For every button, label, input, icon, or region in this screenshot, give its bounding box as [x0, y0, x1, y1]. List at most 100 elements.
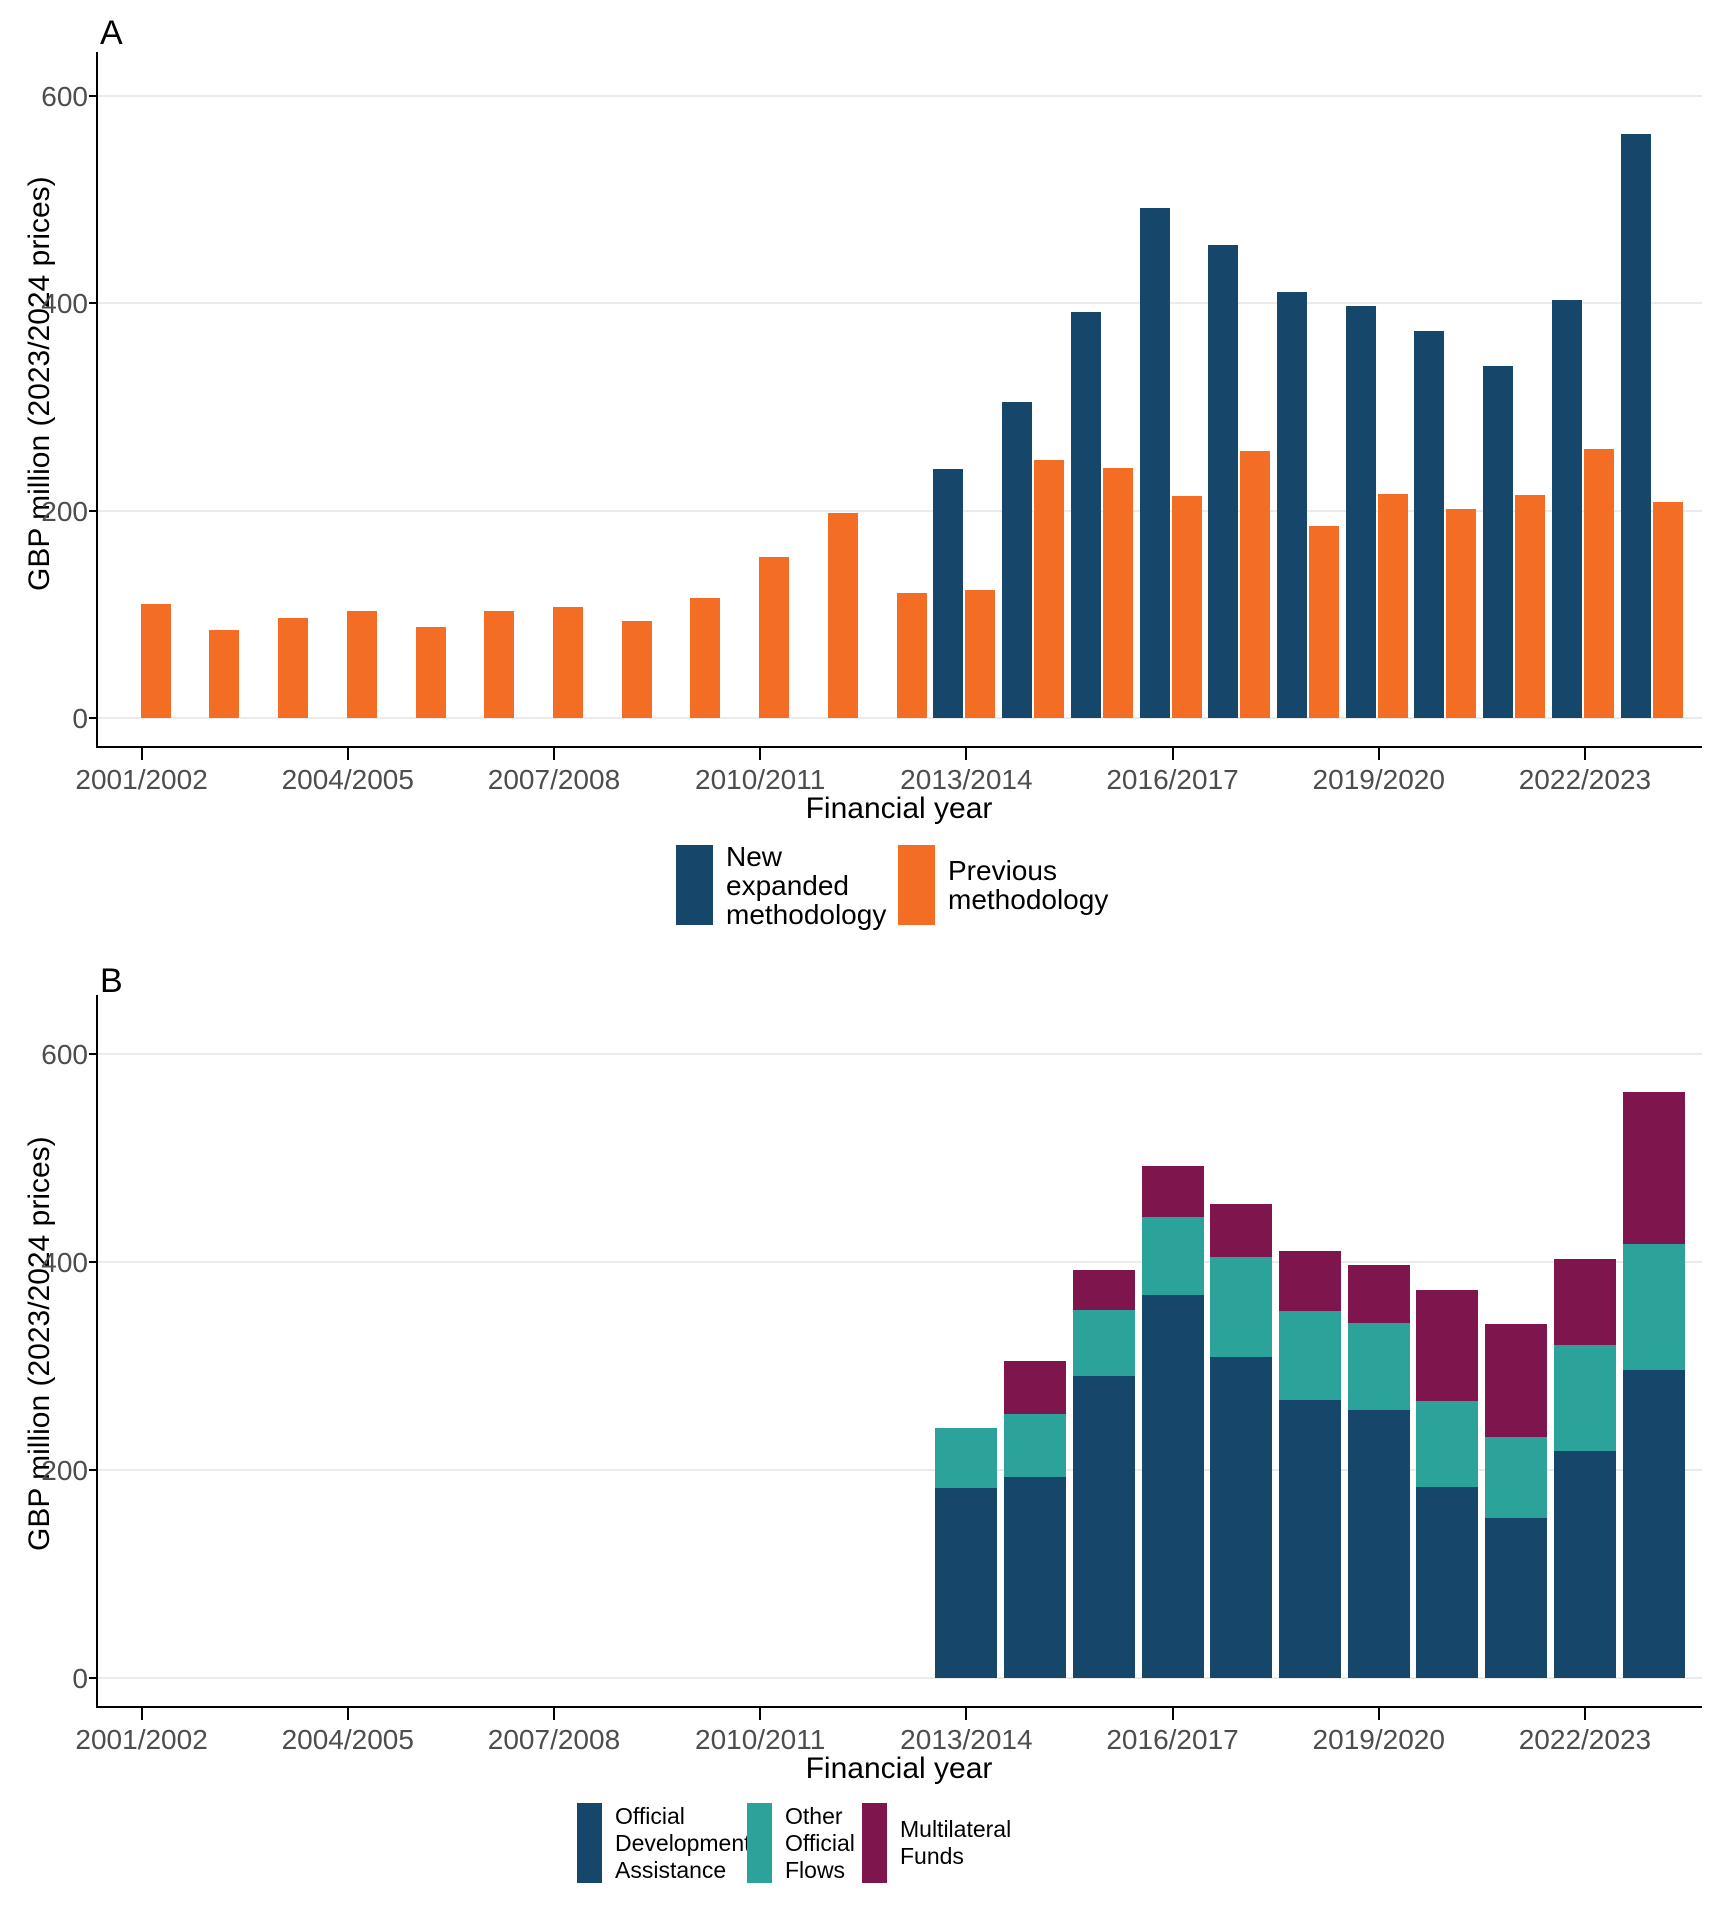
bar-segment-multilateral-funds-2021/2022: [1485, 1324, 1548, 1437]
bar-segment-official-development-assistance-2013/2014: [935, 1487, 998, 1678]
bar-new-methodology-2022/2023: [1551, 300, 1582, 718]
bar-previous-methodology-2005/2006: [415, 626, 446, 718]
legend-label-previous-methodology: Previous methodology: [948, 855, 1109, 915]
x-tick-mark-2016/2017: [1171, 748, 1174, 760]
gridline-y0: [97, 717, 1702, 719]
bar-segment-multilateral-funds-2023/2024: [1622, 1092, 1685, 1245]
x-tick-label-2013/2014: 2013/2014: [900, 764, 1033, 795]
x-tick-label-2019/2020: 2019/2020: [1312, 764, 1445, 795]
bar-segment-other-official-flows-2013/2014: [935, 1428, 998, 1488]
panel-b-x-axis-line: [96, 1706, 1702, 1708]
x-tick-mark-2004/2005: [346, 748, 349, 760]
bar-previous-methodology-2011/2012: [827, 512, 858, 718]
gridline-y600: [97, 1053, 1702, 1055]
x-tick-mark-2016/2017: [1171, 1708, 1174, 1720]
bar-segment-multilateral-funds-2020/2021: [1416, 1290, 1479, 1402]
x-tick-mark-2001/2002: [140, 1708, 143, 1720]
x-tick-mark-2022/2023: [1583, 748, 1586, 760]
y-tick-label-0: 0: [72, 1663, 88, 1694]
bar-previous-methodology-2007/2008: [552, 607, 583, 718]
bar-segment-multilateral-funds-2014/2015: [1004, 1360, 1067, 1414]
y-tick-mark-400: [89, 302, 97, 304]
bar-new-methodology-2016/2017: [1139, 207, 1170, 718]
x-tick-label-2001/2002: 2001/2002: [75, 764, 208, 795]
legend-label-other-official-flows: Other Official Flows: [785, 1802, 855, 1883]
x-tick-mark-2004/2005: [346, 1708, 349, 1720]
bar-segment-other-official-flows-2020/2021: [1416, 1401, 1479, 1487]
x-tick-label-2007/2008: 2007/2008: [487, 1724, 621, 1755]
bar-segment-multilateral-funds-2018/2019: [1279, 1250, 1341, 1311]
x-tick-mark-2007/2008: [552, 1708, 555, 1720]
bar-segment-multilateral-funds-2019/2020: [1347, 1265, 1410, 1324]
x-tick-label-2010/2011: 2010/2011: [695, 1724, 826, 1755]
bar-segment-other-official-flows-2022/2023: [1553, 1345, 1616, 1452]
bar-previous-methodology-2015/2016: [1102, 468, 1133, 718]
gridline-y400: [97, 302, 1702, 304]
bar-previous-methodology-2023/2024: [1652, 502, 1683, 718]
bar-previous-methodology-2016/2017: [1171, 496, 1202, 718]
bar-new-methodology-2023/2024: [1620, 134, 1651, 718]
bar-new-methodology-2018/2019: [1277, 291, 1307, 718]
bar-segment-other-official-flows-2014/2015: [1004, 1413, 1067, 1478]
legend-label-new-expanded-methodology: New expanded methodology: [726, 840, 887, 930]
bar-segment-multilateral-funds-2015/2016: [1072, 1270, 1135, 1310]
y-tick-label-200: 200: [41, 496, 88, 527]
x-tick-label-2001/2002: 2001/2002: [75, 1724, 208, 1755]
y-tick-mark-200: [89, 510, 97, 512]
panel-b-y-axis-title: GBP million (2023/2024 prices): [23, 1136, 56, 1551]
bar-segment-other-official-flows-2017/2018: [1210, 1256, 1273, 1357]
x-tick-label-2004/2005: 2004/2005: [281, 764, 414, 795]
bar-previous-methodology-2017/2018: [1240, 450, 1271, 718]
bar-previous-methodology-2008/2009: [621, 620, 652, 718]
gridline-y200: [97, 510, 1702, 512]
x-tick-mark-2019/2020: [1377, 748, 1380, 760]
legend-item-new-expanded-methodology: New expanded methodology: [676, 842, 886, 929]
legend-swatch-official-development-assistance: [577, 1803, 602, 1883]
bar-new-methodology-2021/2022: [1483, 365, 1514, 718]
y-tick-mark-200: [89, 1469, 97, 1471]
legend-swatch-other-official-flows: [747, 1803, 772, 1883]
legend-item-multilateral-funds: Multilateral Funds: [862, 1803, 1011, 1883]
bar-previous-methodology-2001/2002: [140, 603, 171, 718]
bar-new-methodology-2019/2020: [1345, 306, 1376, 718]
y-tick-label-600: 600: [41, 1039, 88, 1070]
bar-new-methodology-2013/2014: [933, 469, 964, 718]
x-tick-mark-2001/2002: [140, 748, 143, 760]
legend-swatch-multilateral-funds: [862, 1803, 887, 1883]
panel-a-x-axis-line: [96, 746, 1702, 748]
bar-segment-official-development-assistance-2023/2024: [1622, 1370, 1685, 1678]
x-tick-mark-2013/2014: [965, 1708, 968, 1720]
bar-segment-official-development-assistance-2022/2023: [1553, 1451, 1616, 1678]
bar-segment-official-development-assistance-2019/2020: [1347, 1409, 1410, 1678]
y-tick-label-400: 400: [41, 288, 88, 319]
x-tick-mark-2013/2014: [965, 748, 968, 760]
legend-swatch-new-expanded-methodology: [676, 845, 713, 925]
x-tick-label-2022/2023: 2022/2023: [1518, 1724, 1652, 1755]
y-tick-mark-0: [89, 717, 97, 719]
y-tick-mark-600: [89, 95, 97, 97]
bar-previous-methodology-2012/2013: [896, 592, 927, 718]
bar-segment-other-official-flows-2015/2016: [1072, 1309, 1135, 1377]
x-tick-mark-2022/2023: [1583, 1708, 1586, 1720]
legend-item-other-official-flows: Other Official Flows: [747, 1803, 855, 1883]
bar-previous-methodology-2013/2014: [965, 590, 996, 718]
bar-previous-methodology-2004/2005: [346, 611, 377, 718]
legend-swatch-previous-methodology: [898, 845, 935, 925]
bar-segment-official-development-assistance-2017/2018: [1210, 1356, 1273, 1678]
bar-segment-official-development-assistance-2021/2022: [1485, 1517, 1548, 1678]
bar-previous-methodology-2006/2007: [484, 611, 515, 718]
bar-previous-methodology-2009/2010: [690, 597, 721, 718]
bar-segment-other-official-flows-2016/2017: [1141, 1217, 1204, 1296]
bar-segment-official-development-assistance-2018/2019: [1279, 1400, 1341, 1678]
bar-segment-official-development-assistance-2020/2021: [1416, 1486, 1479, 1678]
bar-previous-methodology-2014/2015: [1034, 459, 1065, 718]
bar-segment-official-development-assistance-2015/2016: [1072, 1376, 1135, 1678]
y-tick-mark-0: [89, 1677, 97, 1679]
x-tick-label-2013/2014: 2013/2014: [900, 1724, 1033, 1755]
legend-item-official-development-assistance: Official Development Assistance: [577, 1803, 751, 1883]
legend-item-previous-methodology: Previous methodology: [898, 845, 1108, 925]
y-tick-mark-400: [89, 1261, 97, 1263]
panel-b-x-axis-title: Financial year: [805, 1752, 993, 1785]
bar-segment-official-development-assistance-2014/2015: [1004, 1477, 1067, 1678]
bar-segment-other-official-flows-2019/2020: [1347, 1323, 1410, 1410]
